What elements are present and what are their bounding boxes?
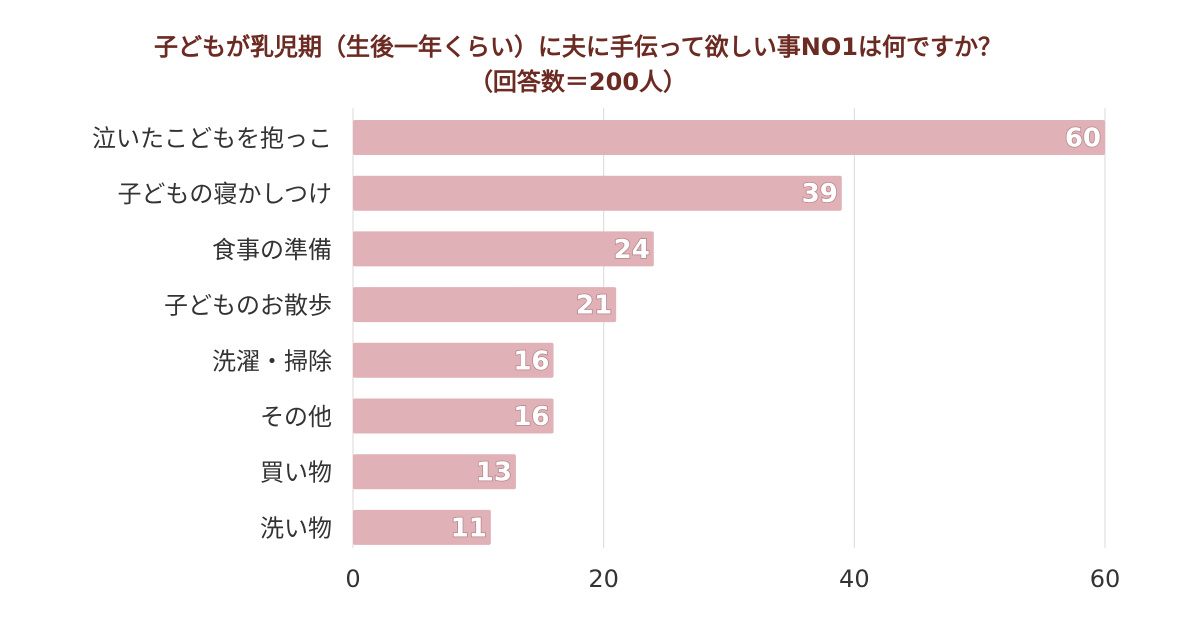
value-label: 24 [614, 235, 650, 265]
category-label: その他 [260, 403, 332, 431]
bar [353, 231, 654, 267]
bar [353, 342, 554, 378]
value-label: 39 [802, 179, 838, 209]
category-label: 子どものお散歩 [164, 292, 332, 320]
x-axis-ticks: 0 20 40 60 [345, 565, 1120, 593]
value-label: 16 [513, 346, 549, 376]
value-label: 11 [451, 513, 487, 543]
bars [353, 120, 1105, 545]
category-label: 買い物 [260, 459, 332, 487]
bar [353, 509, 491, 545]
bar [353, 287, 617, 323]
x-tick-label: 40 [839, 565, 870, 593]
category-labels: 泣いたこどもを抱っこ子どもの寝かしつけ食事の準備子どものお散歩洗濯・掃除その他買… [92, 125, 332, 543]
x-tick-label: 60 [1090, 565, 1121, 593]
category-label: 洗濯・掃除 [212, 347, 332, 375]
value-label: 21 [576, 291, 612, 321]
chart-title: 子どもが乳児期（生後一年くらい）に夫に手伝って欲しい事NO1は何ですか？ [154, 33, 1002, 61]
category-label: 子どもの寝かしつけ [117, 180, 332, 208]
chart-subtitle: （回答数＝200人） [469, 68, 687, 96]
value-label: 16 [513, 402, 549, 432]
x-tick-label: 0 [345, 565, 360, 593]
bar [353, 120, 1105, 155]
category-label: 食事の準備 [212, 236, 332, 264]
bar [353, 454, 516, 490]
category-label: 洗い物 [260, 514, 332, 542]
value-label: 60 [1065, 124, 1101, 154]
x-tick-label: 20 [588, 565, 619, 593]
bar [353, 398, 554, 434]
category-label: 泣いたこどもを抱っこ [92, 125, 332, 153]
bar [353, 175, 842, 211]
value-label: 13 [476, 458, 512, 488]
